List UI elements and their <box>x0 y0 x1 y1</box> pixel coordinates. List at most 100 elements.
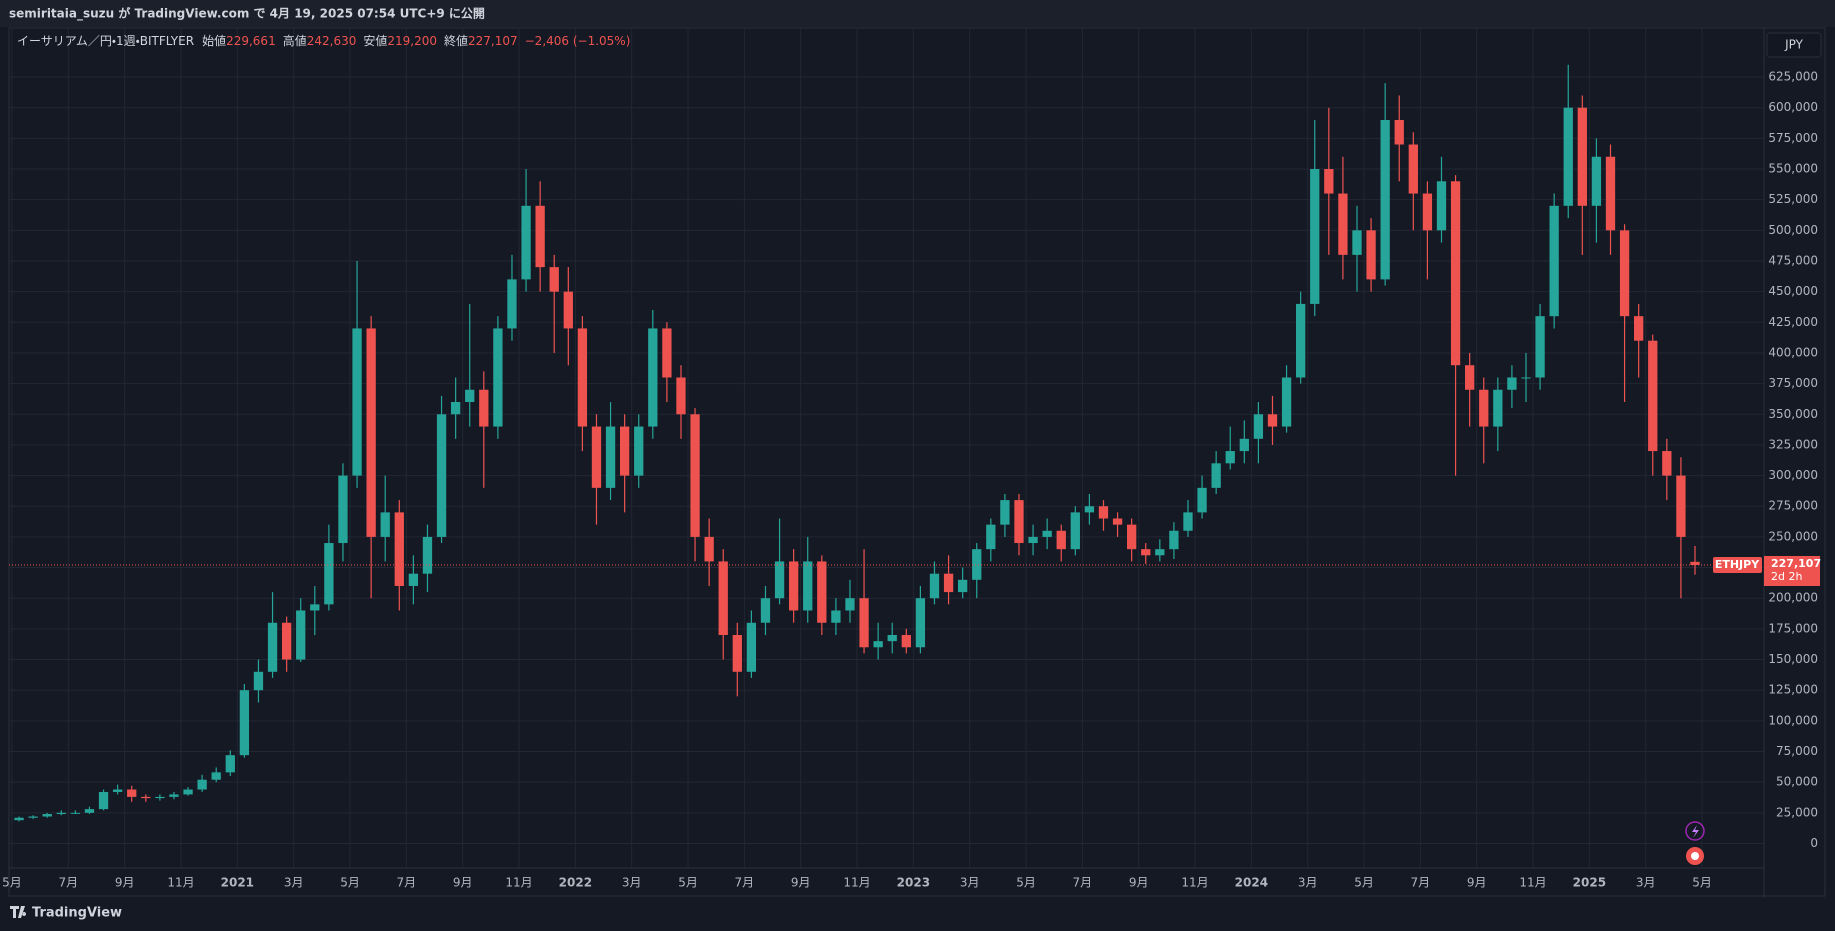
candle-body <box>465 389 475 403</box>
x-tick-label: 3月 <box>1636 876 1656 890</box>
candle-body <box>1366 230 1376 280</box>
currency-button[interactable] <box>1766 32 1822 58</box>
candle-body <box>1070 512 1080 550</box>
legend-name: 終値 <box>444 33 468 48</box>
candle-body <box>1197 487 1207 513</box>
candle-body <box>1253 414 1264 439</box>
x-tick-label: 3月 <box>960 876 980 890</box>
candle-body <box>1634 316 1644 341</box>
candle-body <box>1296 303 1306 378</box>
candle-body <box>817 561 827 623</box>
candle-body <box>1014 500 1024 544</box>
price-tag-countdown: 2d 2h <box>1771 570 1802 583</box>
axes: 0 25,000 50,000 75,000 100,000 125,000 150,000… <box>2 70 1821 890</box>
candle-body <box>436 414 447 537</box>
candle-body <box>70 812 81 814</box>
legend-name: 高値 <box>283 33 307 48</box>
brand-name: TradingView <box>32 906 122 921</box>
candle-body <box>1577 107 1587 206</box>
y-tick-label: 475,000 <box>1768 253 1818 267</box>
candle-body <box>1324 169 1334 194</box>
x-tick-label: 7月 <box>1411 876 1431 890</box>
candle-body <box>1493 389 1503 427</box>
legend-name: 始値 <box>202 33 226 48</box>
icons <box>1685 821 1705 865</box>
candle-body <box>42 814 52 817</box>
y-tick-label: 50,000 <box>1776 775 1818 789</box>
candle-body <box>1169 530 1179 550</box>
legend-change: −2,406 (−1.05%) <box>525 34 631 48</box>
x-tick-label: 2024 <box>1235 876 1268 890</box>
x-tick-label: 11月 <box>843 876 870 890</box>
candle-body <box>507 279 517 329</box>
candle-body <box>1394 119 1404 145</box>
candle-body <box>380 512 390 537</box>
x-tick-label: 9月 <box>453 876 473 890</box>
y-tick-label: 550,000 <box>1768 162 1818 176</box>
candle-body <box>253 671 264 691</box>
candle-body <box>1549 205 1559 317</box>
candle-body <box>422 536 433 574</box>
candle-body <box>774 561 785 599</box>
x-tick-label: 9月 <box>115 876 135 890</box>
x-tick-label: 5月 <box>1692 876 1712 890</box>
candle-body <box>1239 438 1249 452</box>
candle-body <box>1310 169 1320 304</box>
brand-logo <box>10 906 27 918</box>
candle-body <box>338 475 348 544</box>
x-tick-label: 2021 <box>221 876 254 890</box>
y-tick-label: 400,000 <box>1768 345 1818 359</box>
y-tick-label: 300,000 <box>1768 468 1818 482</box>
candle-body <box>479 389 489 427</box>
symbol-tag <box>1713 556 1762 573</box>
pane-border <box>8 27 1826 897</box>
price-tag-value: 227,107 <box>1771 557 1821 570</box>
y-tick-label: 425,000 <box>1768 315 1818 329</box>
candle-body <box>1281 377 1292 427</box>
candle-body <box>1084 506 1095 513</box>
x-tick-label: 5月 <box>340 876 360 890</box>
candle-body <box>1183 512 1193 531</box>
lightning-icon[interactable] <box>1685 821 1705 841</box>
candle-body <box>1141 549 1151 556</box>
symbol-name: イーサリアム／円・1週・BITFLYER <box>17 34 194 48</box>
candle-body <box>1436 181 1447 231</box>
x-tick-label: 9月 <box>791 876 811 890</box>
x-tick-label: 7月 <box>735 876 755 890</box>
y-tick-label: 625,000 <box>1768 70 1818 84</box>
x-tick-label: 11月 <box>505 876 532 890</box>
candle-body <box>859 598 869 648</box>
candle-body <box>901 635 911 648</box>
record-dot <box>1691 852 1699 860</box>
candle-body <box>408 573 419 586</box>
y-tick-label: 350,000 <box>1768 407 1818 421</box>
x-tick-label: 11月 <box>167 876 194 890</box>
candle-body <box>1127 524 1137 550</box>
candle-body <box>112 789 123 792</box>
candle-body <box>704 536 714 562</box>
x-tick-label: 5月 <box>1016 876 1036 890</box>
candle-body <box>1563 107 1573 206</box>
candle-body <box>310 604 320 611</box>
candle-body <box>1155 549 1165 556</box>
candle-body <box>155 796 165 799</box>
candle-body <box>56 812 66 815</box>
candle-body <box>549 267 559 292</box>
candle-body <box>1521 377 1531 379</box>
currency-label[interactable]: JPY <box>1784 38 1804 52</box>
y-tick-label: 575,000 <box>1768 131 1818 145</box>
candle-body <box>1450 181 1461 366</box>
candle-body <box>986 524 996 550</box>
x-tick-label: 5月 <box>1354 876 1374 890</box>
candle-body <box>1225 451 1235 464</box>
x-tick-label: 5月 <box>2 876 22 890</box>
legend-value: 227,107 <box>468 34 518 48</box>
candle-body <box>563 291 573 329</box>
y-tick-label: 150,000 <box>1768 652 1818 666</box>
candle-body <box>605 426 616 488</box>
y-tick-label: 0 <box>1810 836 1818 850</box>
candle-body <box>169 794 179 797</box>
